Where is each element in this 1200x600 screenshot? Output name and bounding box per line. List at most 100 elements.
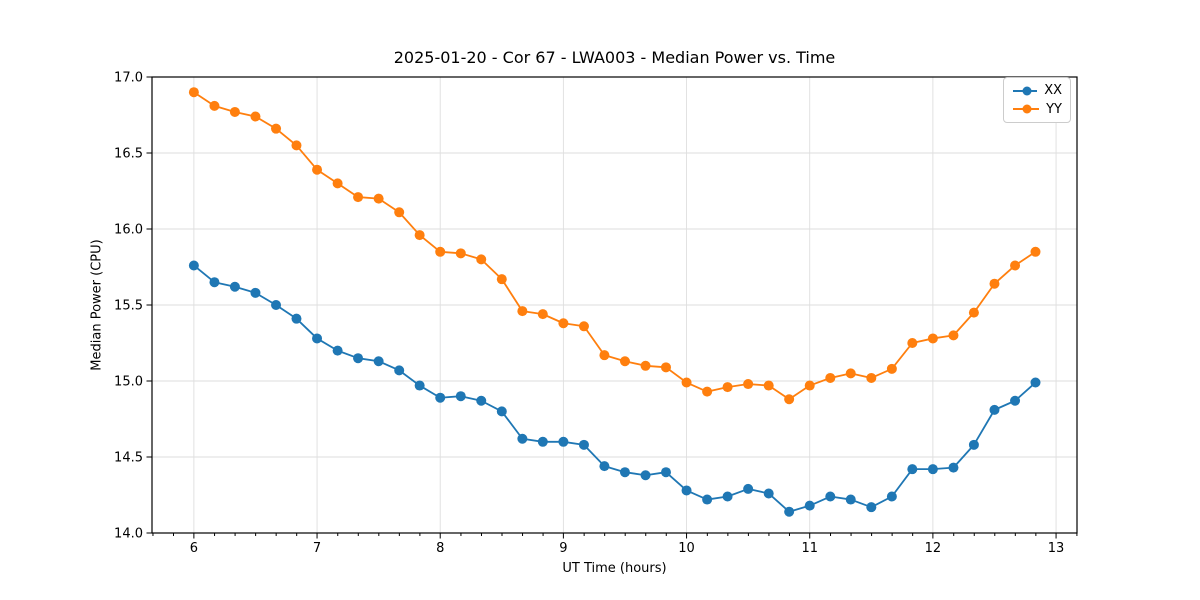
series-yy-marker (537, 309, 548, 320)
series-yy-marker (907, 338, 918, 348)
series-yy-marker (496, 274, 507, 285)
series-xx-marker (537, 436, 548, 447)
series-yy-marker (599, 350, 610, 361)
series-yy-marker (825, 372, 836, 383)
series-yy-marker (209, 100, 220, 111)
series-yy-marker (229, 106, 240, 117)
y-tick-label: 17.0 (114, 71, 143, 86)
plot-border (151, 76, 1078, 534)
legend-line-marker-xx-icon (1013, 86, 1038, 96)
series-yy-marker (989, 278, 1000, 289)
series-xx-marker (886, 491, 897, 502)
y-tick-label: 16.5 (114, 147, 143, 162)
series-yy-marker (455, 248, 466, 259)
series-yy-marker (722, 382, 733, 393)
x-tick-label: 6 (190, 541, 198, 556)
y-tick-label: 16.0 (114, 223, 143, 238)
series-yy-marker (578, 321, 589, 332)
series-xx-marker (229, 281, 240, 292)
series-xx-marker (1030, 377, 1041, 388)
series-xx-marker (825, 491, 836, 502)
x-tick-label: 9 (559, 541, 567, 556)
series-yy-marker (1030, 246, 1041, 257)
series-yy-marker (1010, 260, 1021, 271)
y-tick-label: 15.0 (114, 375, 143, 390)
series-yy-marker (968, 307, 979, 318)
series-yy-marker (619, 356, 630, 367)
series-xx-marker (312, 333, 323, 344)
series-yy-marker (353, 192, 364, 203)
series-xx-marker (948, 462, 959, 473)
series-yy-marker (476, 254, 487, 265)
legend: XX YY (1003, 77, 1071, 123)
series-yy-marker (271, 123, 282, 134)
series-xx-marker (866, 502, 877, 513)
y-tick-label: 15.5 (114, 299, 143, 314)
series-yy-marker (517, 306, 528, 317)
grid (152, 76, 1077, 534)
series-yy-marker (886, 363, 897, 374)
x-tick-label: 10 (678, 541, 695, 556)
series-xx-marker (702, 494, 713, 505)
y-tick-label: 14.0 (114, 527, 143, 542)
x-tick-label: 11 (801, 541, 818, 556)
series-xx-marker (353, 353, 364, 364)
series-xx-marker (373, 356, 384, 367)
series-yy-line (193, 91, 1036, 401)
series-xx-marker (599, 461, 610, 472)
series-yy-marker (743, 379, 754, 390)
series-xx-marker (496, 406, 507, 417)
series-xx-marker (804, 500, 815, 511)
series-xx-marker (209, 277, 220, 288)
series-xx-marker (619, 467, 630, 478)
series-yy-marker (763, 380, 774, 391)
series-yy-marker (332, 178, 343, 189)
series-xx (188, 260, 1041, 517)
series-yy-marker (312, 164, 323, 175)
x-tick-label: 13 (1048, 541, 1065, 556)
series-yy-marker (291, 140, 302, 151)
series-xx-marker (1010, 395, 1021, 406)
series-xx-marker (578, 439, 589, 450)
series-xx-line (193, 264, 1037, 513)
series-yy-marker (948, 330, 959, 341)
x-tick-label: 8 (436, 541, 444, 556)
series-yy (188, 87, 1041, 405)
series-yy-marker (927, 333, 938, 344)
legend-entry-yy: YY (1012, 102, 1062, 117)
series-xx-marker (845, 494, 856, 505)
series-xx-marker (681, 485, 692, 496)
series-xx-marker (188, 260, 199, 271)
x-axis-label: UT Time (hours) (562, 561, 667, 576)
legend-label-yy: YY (1046, 101, 1062, 117)
tick-labels: 6 7 8 9 10 11 12 13 14.0 14.5 15.0 15.5 16.0 16.5 17.0 (114, 71, 1064, 557)
y-tick-label: 14.5 (114, 451, 143, 466)
series-xx-marker (435, 392, 446, 403)
series-xx-marker (907, 464, 918, 475)
series-yy-marker (866, 372, 877, 383)
series-xx-marker (558, 436, 569, 447)
series-yy-marker (394, 207, 405, 218)
series-yy-marker (373, 193, 384, 204)
series-xx-marker (394, 365, 405, 376)
series-yy-marker (640, 360, 651, 371)
x-tick-label: 7 (313, 541, 321, 556)
series-xx-marker (927, 464, 938, 475)
series-yy-marker (558, 318, 569, 329)
series-xx-marker (640, 470, 651, 481)
series-yy-marker (804, 380, 815, 391)
series-xx-marker (660, 467, 671, 478)
series-xx-marker (250, 287, 261, 298)
series-yy-marker (784, 394, 795, 405)
series-xx-marker (722, 491, 733, 502)
series-yy-marker (702, 386, 713, 397)
series-xx-marker (763, 488, 774, 499)
series-xx-marker (517, 433, 528, 444)
series-xx-marker (455, 391, 466, 402)
legend-line-marker-yy-icon (1013, 104, 1040, 114)
series-xx-marker (414, 380, 425, 391)
series-yy-marker (845, 368, 856, 379)
series-xx-marker (476, 395, 487, 406)
